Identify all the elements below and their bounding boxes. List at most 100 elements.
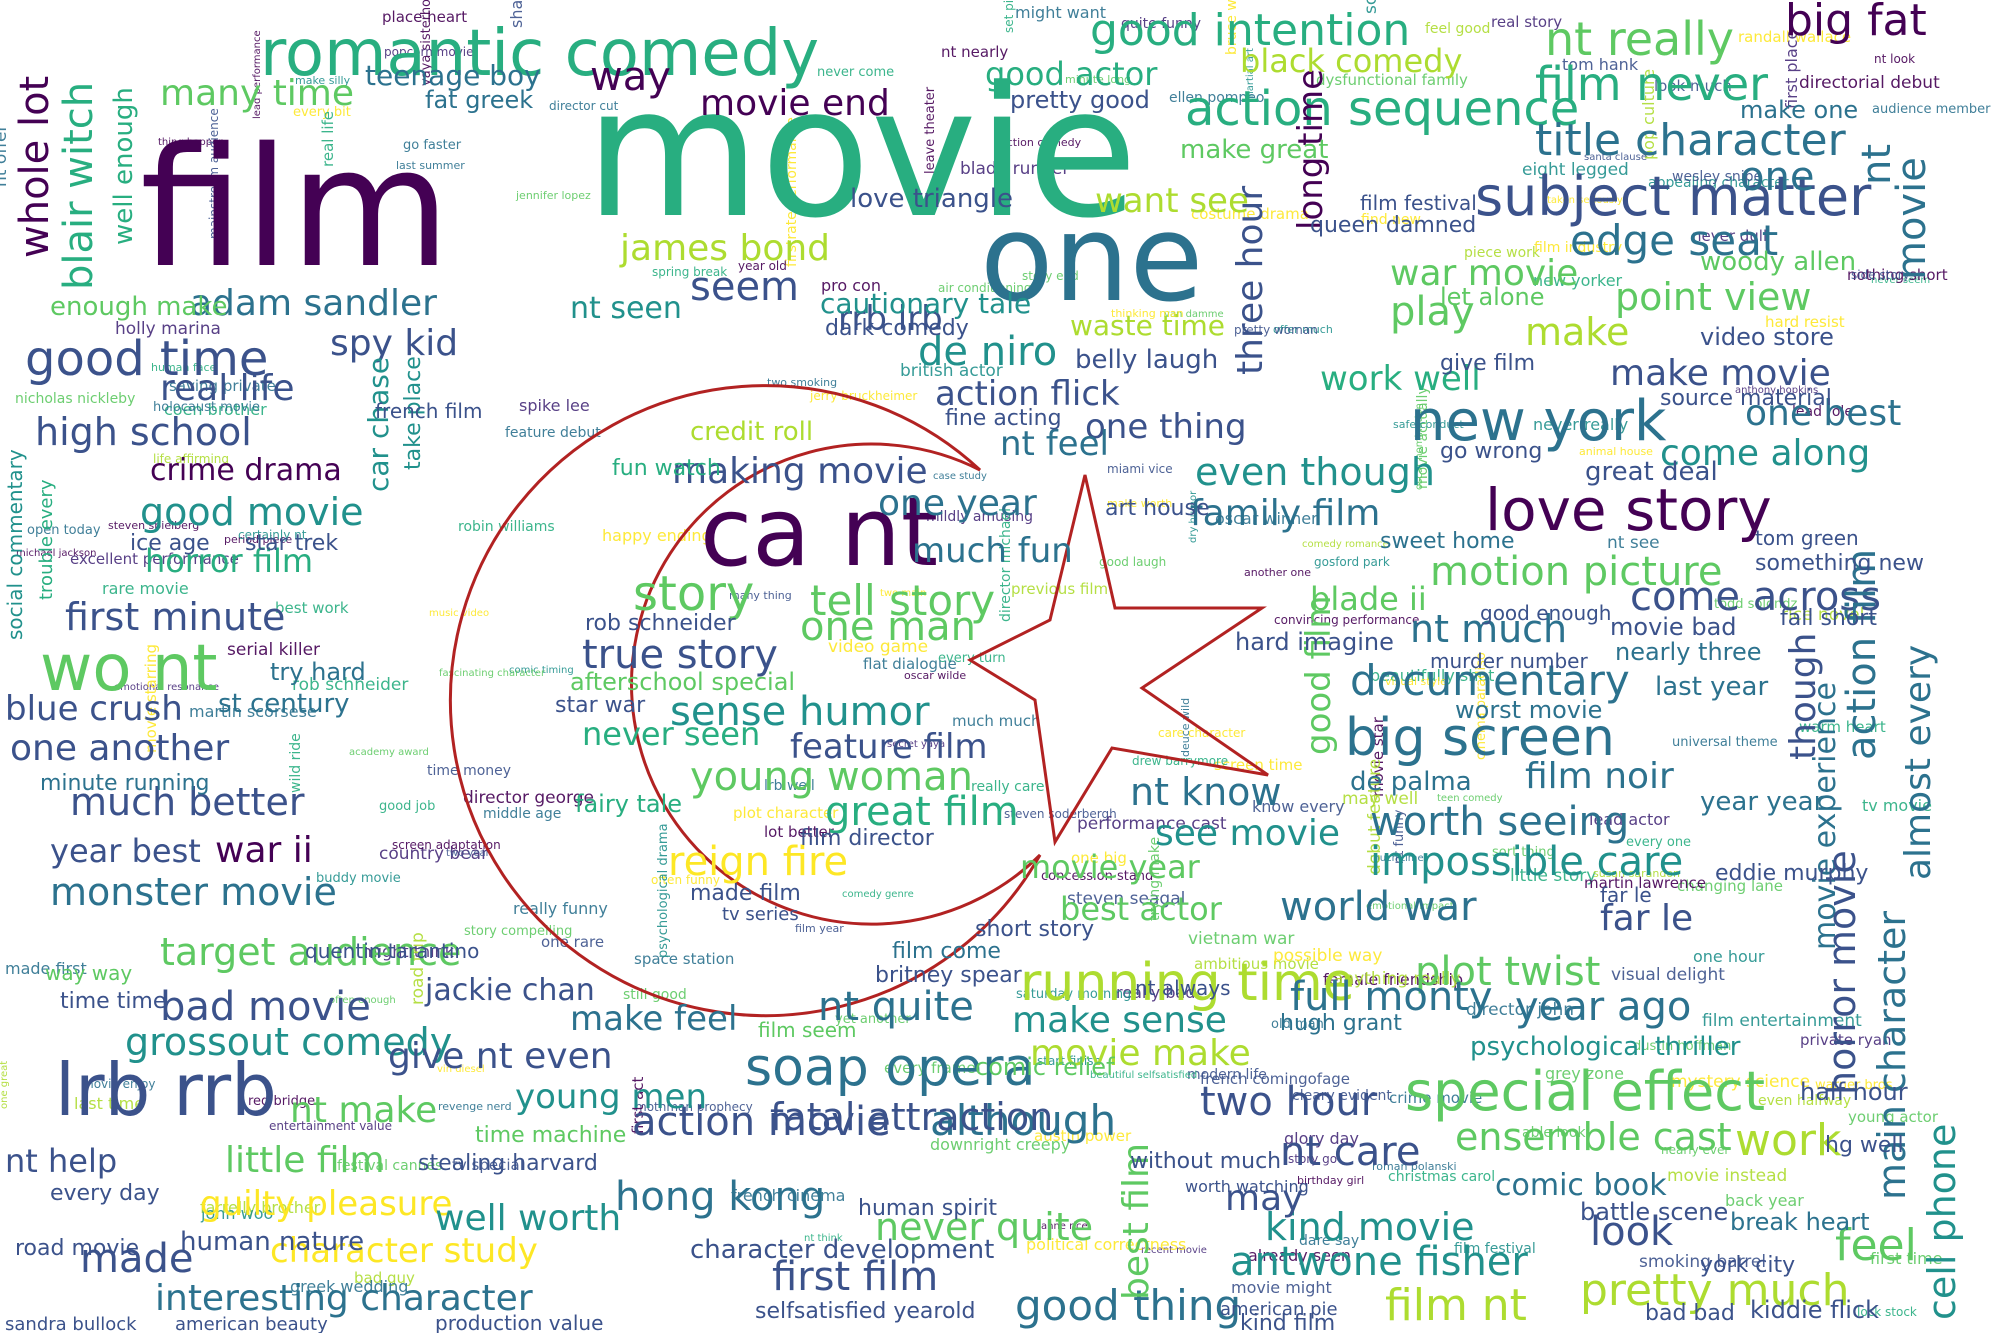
cloud-word: plot twist — [1415, 949, 1600, 995]
cloud-small-word: warner bros — [1815, 1078, 1893, 1093]
cloud-word: much fun — [912, 531, 1073, 571]
cloud-small-word: teen comedy — [1437, 793, 1503, 804]
cloud-word: enough make — [50, 292, 228, 322]
cloud-word: waste time — [1070, 309, 1225, 342]
cloud-word: make feel — [570, 999, 737, 1039]
cloud-small-word: randall wallace — [1738, 28, 1851, 46]
cloud-small-word: human face — [151, 361, 217, 374]
cloud-small-word: happy ending — [602, 526, 712, 545]
cloud-word: monster movie — [50, 870, 337, 914]
cloud-small-word: quite funny — [1121, 16, 1201, 32]
cloud-small-word: go faster — [403, 138, 462, 153]
cloud-small-word: directorial debut — [1799, 73, 1940, 93]
cloud-word: britney spear — [875, 963, 1023, 988]
cloud-small-word: sort thing — [1492, 845, 1555, 860]
cloud-word: hg well — [1825, 1133, 1904, 1158]
cloud-word: st century — [218, 689, 350, 719]
cloud-small-word: often enough — [329, 995, 396, 1006]
cloud-word: nt much — [1410, 607, 1567, 651]
cloud-small-word: wesley snipe — [1672, 169, 1762, 185]
cloud-word: one best — [1745, 393, 1901, 434]
cloud-word: good intention — [1090, 5, 1410, 56]
cloud-small-word: emotional resonance — [114, 682, 219, 693]
cloud-small-word: anthony hopkins — [1735, 385, 1818, 396]
cloud-word: de niro — [918, 329, 1057, 375]
cloud-word: film — [140, 112, 451, 304]
cloud-word: subject matter — [1475, 165, 1872, 228]
cloud-word: movie — [1889, 157, 1935, 280]
cloud-word: title character — [1535, 115, 1847, 166]
cloud-word: blue crush — [5, 689, 183, 729]
cloud-small-word: austin power — [1034, 1127, 1132, 1145]
cloud-small-word: nothing short — [1847, 266, 1948, 284]
cloud-word: one — [980, 190, 1203, 329]
cloud-word: story — [633, 566, 754, 622]
cloud-small-word: find new — [1361, 212, 1421, 228]
cloud-word: documentary — [1350, 656, 1630, 705]
cloud-small-word: costume drama — [1191, 205, 1309, 223]
cloud-word: way — [590, 54, 671, 100]
cloud-small-word: buddy movie — [316, 871, 401, 886]
cloud-small-word: political correctness — [1026, 1235, 1186, 1254]
cloud-word: guilty pleasure — [200, 1184, 452, 1224]
cloud-small-word: british actor — [900, 361, 1003, 381]
cloud-small-word: music video — [429, 608, 489, 619]
cloud-small-word: dysfunctional family — [1316, 71, 1468, 89]
cloud-small-word: director michael — [998, 508, 1014, 622]
cloud-word: high school — [35, 410, 252, 454]
cloud-small-word: every one — [1626, 835, 1691, 850]
cloud-word: worst movie — [1455, 696, 1602, 724]
cloud-word: nt really — [1545, 12, 1734, 66]
cloud-word: action sequence — [1185, 81, 1579, 137]
cloud-small-word: feature debut — [505, 425, 601, 441]
cloud-small-word: even halfway — [1758, 1093, 1851, 1109]
cloud-small-word: look much — [1654, 77, 1732, 95]
cloud-small-word: feel good — [1425, 21, 1490, 37]
cloud-small-word: two main — [880, 588, 926, 599]
cloud-small-word: movie starring — [142, 644, 160, 753]
cloud-word: go wrong — [1440, 439, 1542, 464]
cloud-word: make movie — [1610, 353, 1831, 394]
cloud-word: eddie murphy — [1715, 861, 1868, 886]
cloud-small-word: story go — [1288, 1152, 1337, 1166]
cloud-small-word: certainly nt — [238, 528, 307, 542]
cloud-word: look — [1590, 1209, 1674, 1255]
cloud-small-word: ellen pompeo — [1169, 90, 1264, 106]
cloud-small-word: downright creepy — [930, 1135, 1070, 1154]
cloud-small-word: action comedy — [1000, 136, 1082, 149]
cloud-word: road movie — [15, 1236, 139, 1261]
cloud-small-word: set piece — [1002, 0, 1016, 33]
star-outline-icon — [966, 474, 1269, 847]
cloud-word: horror movie — [1820, 850, 1864, 1095]
cloud-small-word: new yorker — [1533, 271, 1623, 290]
cloud-small-word: lead role — [1792, 404, 1853, 420]
cloud-word: something new — [1755, 551, 1924, 576]
cloud-word: star war — [555, 693, 646, 718]
cloud-word: comic book — [1495, 1168, 1667, 1203]
cloud-word: lrb rrb — [55, 1048, 277, 1132]
cloud-word: big screen — [1345, 708, 1615, 768]
cloud-small-word: blade runner — [960, 159, 1069, 179]
cloud-small-word: smoking barrel — [1639, 1252, 1766, 1272]
cloud-word: even though — [1195, 450, 1435, 494]
cloud-small-word: secret yaya — [887, 739, 945, 750]
cloud-word: belly laugh — [1075, 345, 1218, 375]
cloud-word: one thing — [1085, 407, 1247, 447]
cloud-word: one another — [10, 728, 229, 769]
cloud-small-word: much much — [952, 712, 1041, 730]
cloud-small-word: french cinema — [731, 1186, 845, 1205]
cloud-small-word: nt nearly — [941, 43, 1008, 61]
cloud-word: never quite — [875, 1205, 1093, 1249]
cloud-word: seem — [690, 264, 799, 310]
cloud-word: every day — [50, 1181, 160, 1206]
cloud-small-word: beautifully shot — [1370, 666, 1494, 685]
cloud-small-word: make silly — [295, 74, 351, 87]
cloud-word: big fat — [1785, 0, 1927, 46]
cloud-word: movie bad — [1610, 613, 1737, 641]
cloud-small-word: greek wedding — [290, 1277, 408, 1296]
cloud-word: fairy tale — [575, 790, 682, 818]
cloud-word: world war — [1280, 884, 1477, 930]
cloud-small-word: make worth — [1107, 497, 1172, 510]
cloud-word: antwone fisher — [1230, 1239, 1528, 1285]
